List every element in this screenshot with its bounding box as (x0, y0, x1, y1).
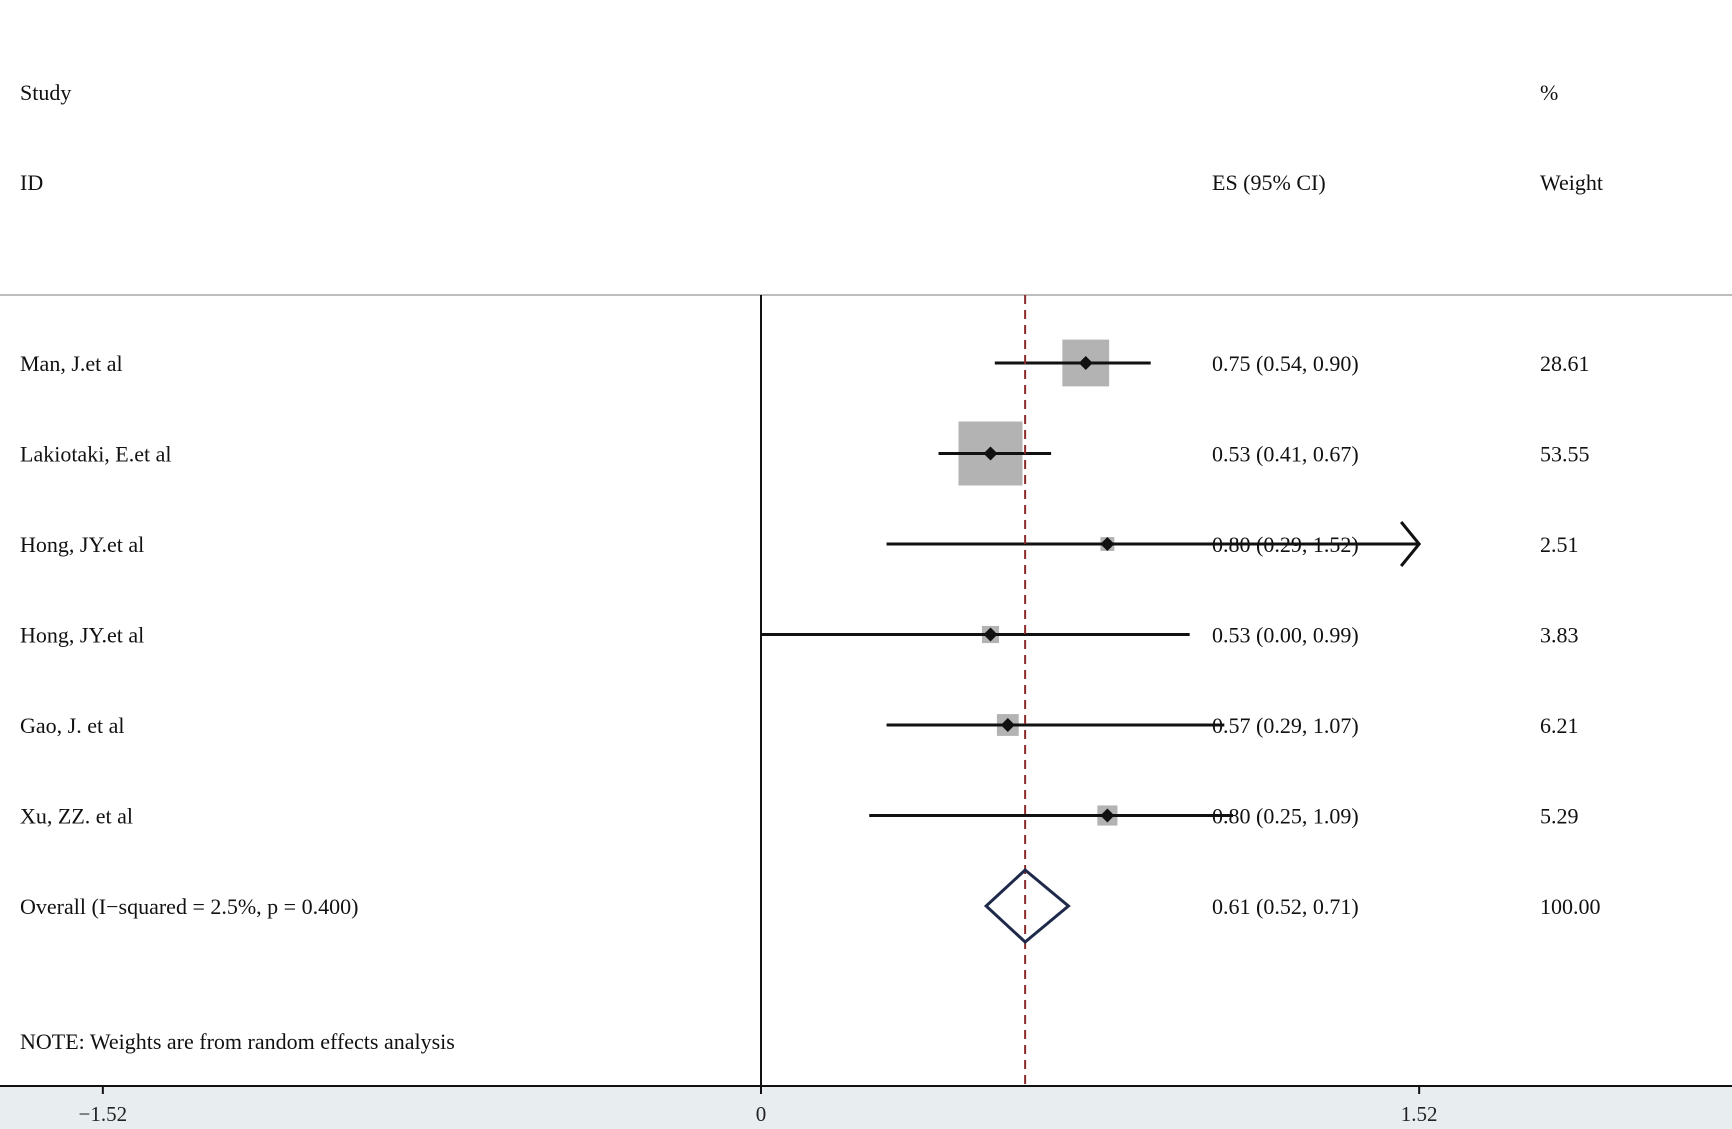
study-label: Man, J.et al (20, 351, 123, 376)
study-label: Lakiotaki, E.et al (20, 442, 172, 467)
study-point-estimate (1100, 808, 1115, 823)
weight-header-line2: Weight (1540, 170, 1603, 195)
study-point-estimate (983, 446, 998, 461)
study-label: Xu, ZZ. et al (20, 804, 133, 829)
ci-arrow-right (1399, 521, 1422, 567)
study-weight: 5.29 (1540, 804, 1579, 829)
study-header-line2: ID (20, 170, 43, 195)
study-weight: 28.61 (1540, 351, 1590, 376)
study-es-ci: 0.80 (0.25, 1.09) (1212, 804, 1359, 829)
study-es-ci: 0.53 (0.41, 0.67) (1212, 442, 1359, 467)
x-tick-label: 0 (756, 1102, 767, 1126)
overall-es-ci: 0.61 (0.52, 0.71) (1212, 894, 1359, 919)
study-weight: 6.21 (1540, 713, 1579, 738)
study-label: Gao, J. et al (20, 713, 124, 738)
study-point-estimate (1000, 718, 1015, 732)
es-header: ES (95% CI) (1212, 170, 1326, 195)
study-es-ci: 0.75 (0.54, 0.90) (1212, 351, 1359, 376)
x-tick-label: −1.52 (79, 1102, 128, 1126)
note-text: NOTE: Weights are from random effects an… (20, 1029, 455, 1054)
study-point-estimate (983, 627, 998, 642)
study-es-ci: 0.53 (0.00, 0.99) (1212, 623, 1359, 648)
overall-diamond (983, 868, 1071, 944)
study-point-estimate (1078, 356, 1093, 370)
overall-label: Overall (I−squared = 2.5%, p = 0.400) (20, 894, 358, 919)
study-weight: 3.83 (1540, 623, 1579, 648)
study-es-ci: 0.80 (0.29, 1.52) (1212, 532, 1359, 557)
x-tick-label: 1.52 (1401, 1102, 1438, 1126)
forest-marks: −1.52 0 1.52 Man, J.et al 0.75 (0.54, 0.90) 2… (0, 295, 1732, 1126)
study-header-line1: Study (20, 80, 71, 105)
overall-weight: 100.00 (1540, 894, 1601, 919)
study-label: Hong, JY.et al (20, 623, 144, 648)
study-weight: 53.55 (1540, 442, 1590, 467)
study-weight: 2.51 (1540, 532, 1579, 557)
axis-band (0, 1086, 1732, 1129)
study-point-estimate (1100, 537, 1115, 551)
weight-header-line1: % (1540, 80, 1558, 105)
study-es-ci: 0.57 (0.29, 1.07) (1212, 713, 1359, 738)
study-label: Hong, JY.et al (20, 532, 144, 557)
